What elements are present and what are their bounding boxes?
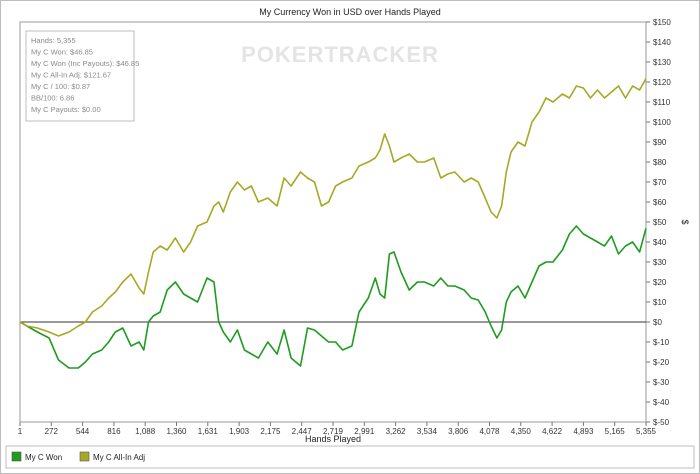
y-tick-label: $90 — [653, 138, 667, 147]
x-tick-label: 2,447 — [292, 427, 313, 436]
y-tick-label: $140 — [653, 38, 671, 47]
x-tick-label: 3,806 — [448, 427, 469, 436]
x-tick-label: 4,622 — [542, 427, 563, 436]
stats-line: My C / 100: $0.87 — [31, 82, 90, 91]
x-tick-label: 5,165 — [605, 427, 626, 436]
y-axis-title: $ — [680, 219, 690, 224]
y-tick-label: $-40 — [653, 398, 670, 407]
y-tick-label: $80 — [653, 158, 667, 167]
stats-line: My C Payouts: $0.00 — [31, 105, 101, 114]
x-tick-label: 3,534 — [417, 427, 438, 436]
x-tick-label: 4,350 — [511, 427, 532, 436]
series-lines — [19, 78, 647, 369]
stats-line: My C Won: $46.85 — [31, 48, 93, 57]
y-tick-label: $0 — [653, 318, 662, 327]
y-tick-label: $40 — [653, 238, 667, 247]
x-tick-label: 4,078 — [479, 427, 500, 436]
y-tick-label: $20 — [653, 278, 667, 287]
x-tick-label: 816 — [107, 427, 121, 436]
x-tick-label: 1 — [18, 427, 23, 436]
y-tick-label: $50 — [653, 218, 667, 227]
y-tick-label: $150 — [653, 18, 671, 27]
x-axis: 1 272 544 816 1,088 1,360 1,631 1,903 2,175 2,447… — [18, 422, 657, 436]
series-line-my-c-won — [19, 225, 647, 369]
x-tick-label: 4,893 — [573, 427, 594, 436]
x-tick-label: 1,088 — [135, 427, 156, 436]
x-tick-label: 1,903 — [229, 427, 250, 436]
x-axis-title: Hands Played — [305, 434, 361, 444]
y-tick-label: $60 — [653, 198, 667, 207]
y-tick-label: $10 — [653, 298, 667, 307]
x-tick-label: 3,262 — [386, 427, 407, 436]
chart-title: My Currency Won in USD over Hands Played — [259, 7, 440, 17]
y-tick-label: $-50 — [653, 418, 670, 427]
stats-box — [25, 30, 135, 122]
legend-box — [5, 445, 695, 469]
y-tick-label: $70 — [653, 178, 667, 187]
y-tick-label: $120 — [653, 78, 671, 87]
y-tick-label: $30 — [653, 258, 667, 267]
stats-box-lines: Hands: 5,355 My C Won: $46.85 My C Won (In… — [31, 36, 139, 114]
y-tick-label: $130 — [653, 58, 671, 67]
x-tick-label: 2,719 — [323, 427, 344, 436]
pokertracker-watermark-logo: POKERTRACKER — [241, 42, 439, 67]
legend-swatch — [79, 451, 90, 462]
x-tick-label: 5,355 — [636, 427, 657, 436]
x-tick-label: 2,175 — [260, 427, 281, 436]
y-axis: $150 $140 $130 $120 $110 $100 $90 $80 $70 $60 $50 $… — [646, 18, 671, 427]
stats-line: BB/100: 6.86 — [31, 94, 74, 103]
series-line-my-c-all-in-adj — [19, 78, 647, 337]
y-tick-label: $-30 — [653, 378, 670, 387]
y-tick-label: $110 — [653, 98, 671, 107]
legend-label: My C All-In Adj — [93, 453, 145, 462]
x-tick-label: 1,360 — [166, 427, 187, 436]
x-tick-label: 272 — [45, 427, 59, 436]
y-tick-label: $-10 — [653, 338, 670, 347]
legend: My C Won My C All-In Adj — [5, 445, 695, 469]
x-tick-label: 544 — [76, 427, 90, 436]
x-tick-label: 2,991 — [354, 427, 375, 436]
x-tick-label: 1,631 — [198, 427, 219, 436]
y-tick-label: $-20 — [653, 358, 670, 367]
legend-label: My C Won — [25, 453, 62, 462]
y-tick-label: $100 — [653, 118, 671, 127]
stats-line: Hands: 5,355 — [31, 36, 76, 45]
stats-line: My C All-In Adj: $121.67 — [31, 71, 111, 80]
stats-line: My C Won (Inc Payouts): $46.85 — [31, 59, 139, 68]
legend-swatch — [11, 451, 22, 462]
